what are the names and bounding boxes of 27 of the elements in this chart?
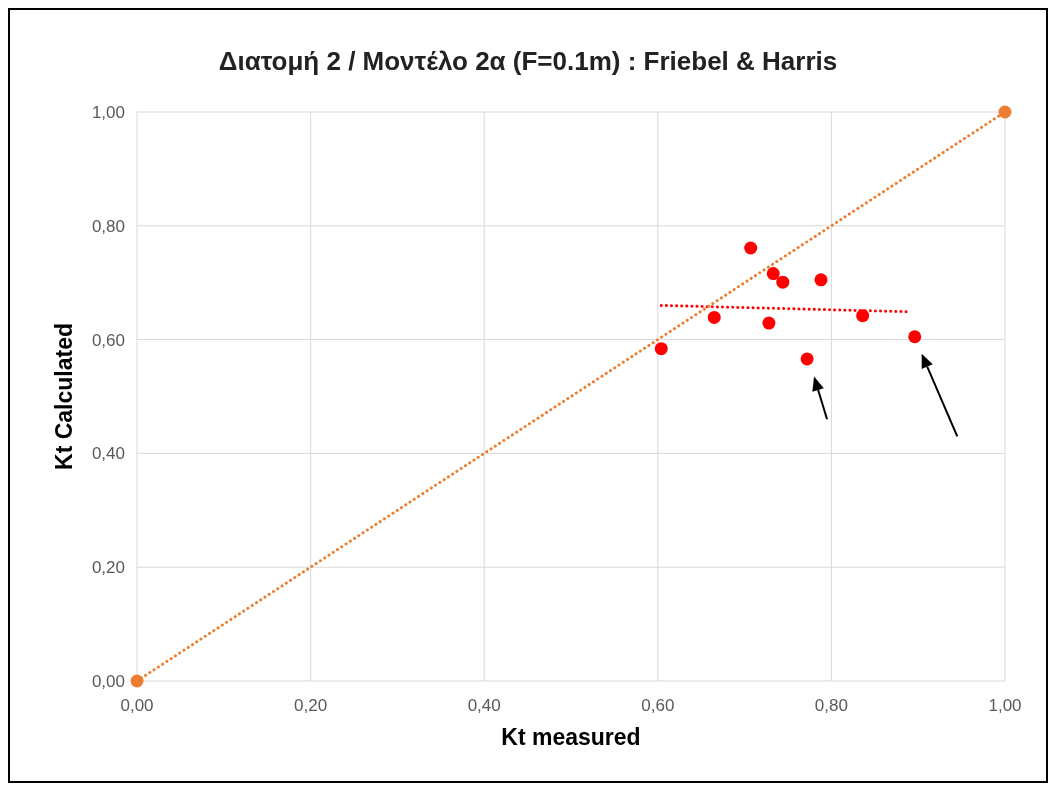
y-tick-label: 0,40 [91, 444, 125, 464]
point [776, 275, 790, 289]
x-axis-title: Kt measured [501, 724, 641, 750]
point [762, 316, 776, 330]
x-tick-label: 0,40 [467, 696, 501, 715]
point [766, 267, 780, 281]
point [908, 330, 922, 344]
x-tick-label: 0,80 [814, 696, 848, 715]
point [856, 309, 870, 323]
y-tick-label: 1,00 [91, 103, 125, 122]
y-tick-label: 0,80 [91, 216, 125, 236]
y-tick-label: 0,00 [91, 672, 125, 691]
point [707, 310, 721, 324]
point [130, 674, 144, 688]
point [800, 352, 814, 366]
y-tick-label: 0,20 [91, 558, 125, 578]
x-tick-label: 0,00 [120, 696, 154, 715]
x-tick-label: 1,00 [988, 696, 1022, 715]
y-axis-title: Kt Calculated [51, 323, 77, 470]
point [744, 241, 758, 255]
y-tick-label: 0,60 [91, 330, 125, 350]
chart-title: Διατομή 2 / Μοντέλο 2α (F=0.1m) : Friebel & Harris [218, 46, 838, 76]
point [998, 105, 1012, 119]
point [814, 273, 828, 287]
x-tick-label: 0,60 [641, 696, 675, 715]
x-tick-label: 0,20 [294, 696, 328, 715]
point [654, 342, 668, 356]
